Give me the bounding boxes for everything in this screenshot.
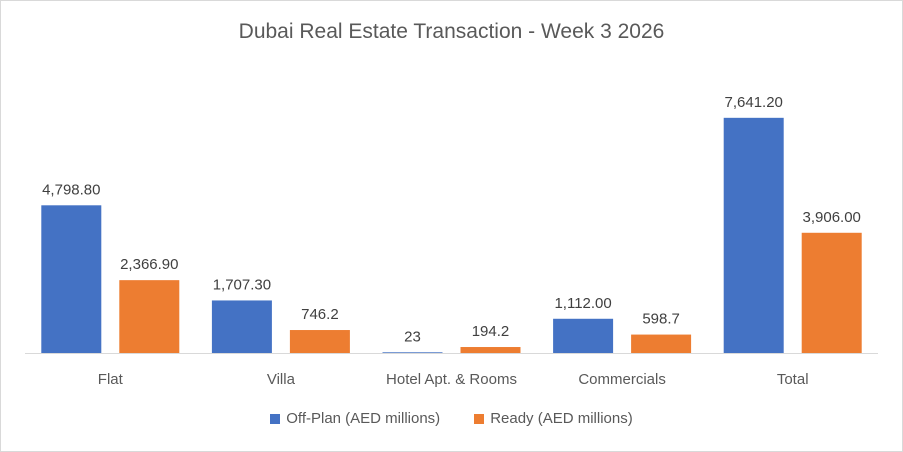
bar-ready [119,280,180,353]
legend-swatch-off-plan [270,413,281,424]
data-label: 1,112.00 [554,295,611,312]
bar-ready [631,334,692,353]
legend-swatch-ready [474,413,485,424]
legend-item-ready: Ready (AED millions) [474,410,633,427]
legend-label-off-plan: Off-Plan (AED millions) [286,410,441,427]
bar-ready [801,232,862,353]
data-label: 746.2 [301,306,339,323]
data-label: 1,707.30 [213,276,271,293]
category-label: Hotel Apt. & Rooms [386,371,517,388]
bar-ready [289,330,350,353]
data-label: 598.7 [642,311,680,328]
category-label: Villa [267,371,296,388]
bar-off-plan [211,300,272,353]
legend-label-ready: Ready (AED millions) [490,410,633,427]
data-label: 194.2 [472,323,510,340]
bar-off-plan [41,205,102,353]
bar-ready [460,347,521,353]
data-label: 4,798.80 [42,181,100,198]
legend: Off-Plan (AED millions) Ready (AED milli… [0,410,903,427]
chart-title: Dubai Real Estate Transaction - Week 3 2… [238,20,665,43]
category-label: Commercials [578,371,666,388]
bar-off-plan [723,117,784,353]
bar-off-plan [382,352,443,353]
category-label: Total [777,371,809,388]
data-label: 7,641.20 [725,94,783,111]
data-label: 23 [404,328,421,345]
bar-off-plan [553,318,614,353]
data-label: 3,906.00 [803,209,861,226]
legend-item-off-plan: Off-Plan (AED millions) [270,410,440,427]
data-label: 2,366.90 [120,256,178,273]
category-label: Flat [98,371,124,388]
